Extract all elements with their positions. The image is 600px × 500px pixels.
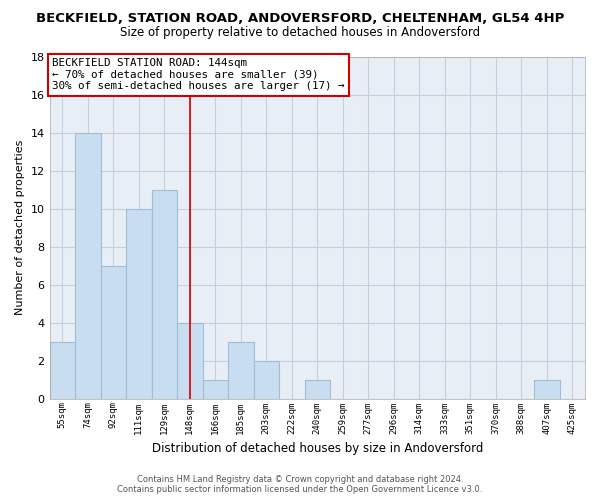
X-axis label: Distribution of detached houses by size in Andoversford: Distribution of detached houses by size …	[152, 442, 483, 455]
Text: Contains HM Land Registry data © Crown copyright and database right 2024.
Contai: Contains HM Land Registry data © Crown c…	[118, 474, 482, 494]
Text: Size of property relative to detached houses in Andoversford: Size of property relative to detached ho…	[120, 26, 480, 39]
Bar	[305, 380, 330, 398]
Y-axis label: Number of detached properties: Number of detached properties	[15, 140, 25, 316]
Bar	[75, 132, 101, 398]
Bar	[126, 208, 152, 398]
Bar	[177, 322, 203, 398]
Text: BECKFIELD, STATION ROAD, ANDOVERSFORD, CHELTENHAM, GL54 4HP: BECKFIELD, STATION ROAD, ANDOVERSFORD, C…	[36, 12, 564, 26]
Bar	[534, 380, 560, 398]
Bar	[101, 266, 126, 398]
Text: BECKFIELD STATION ROAD: 144sqm
← 70% of detached houses are smaller (39)
30% of : BECKFIELD STATION ROAD: 144sqm ← 70% of …	[52, 58, 345, 92]
Bar	[254, 360, 279, 399]
Bar	[228, 342, 254, 398]
Bar	[152, 190, 177, 398]
Bar	[50, 342, 75, 398]
Bar	[203, 380, 228, 398]
